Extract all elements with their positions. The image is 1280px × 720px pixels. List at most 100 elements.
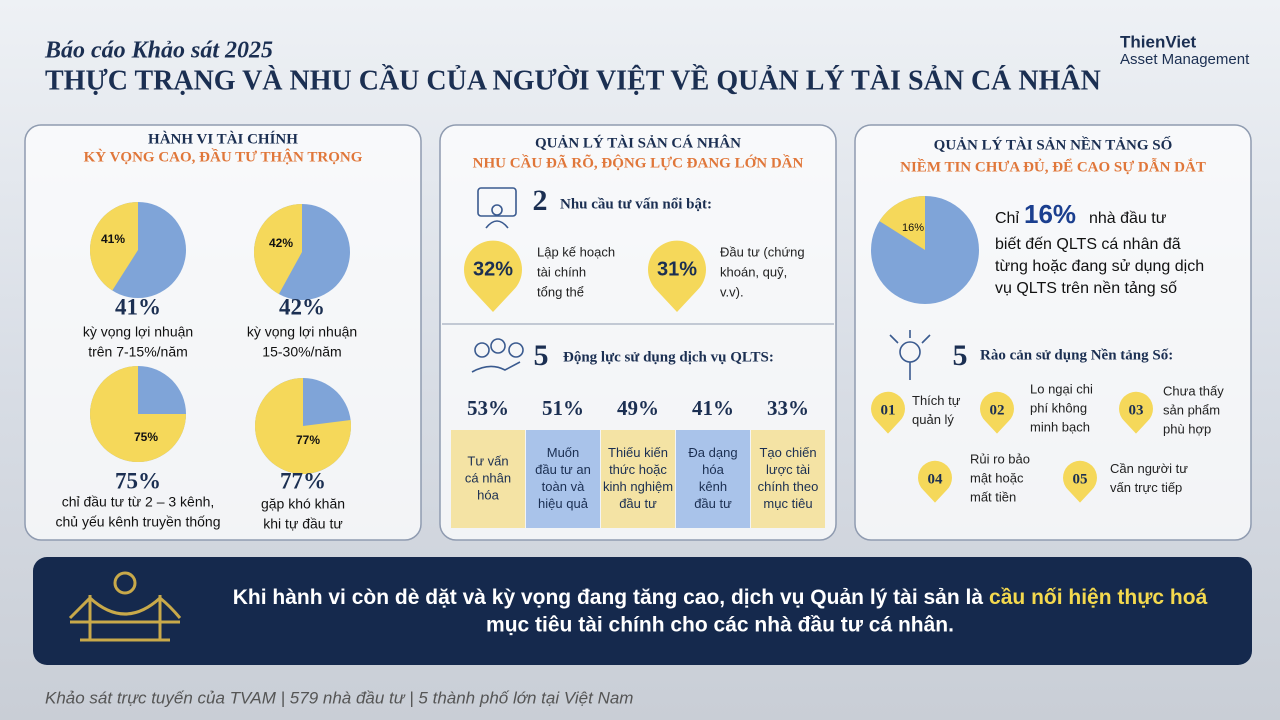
driver-value: 51%: [542, 396, 584, 420]
banner: [33, 557, 1252, 665]
driver-value: 49%: [617, 396, 659, 420]
panel-title: QUẢN LÝ TÀI SẢN NỀN TẢNG SỐ: [934, 135, 1173, 153]
barrier-number: 01: [881, 402, 896, 418]
need-text: v.v).: [720, 284, 744, 299]
report-subtitle: Báo cáo Khảo sát 2025: [44, 38, 273, 64]
need-text: tổng thể: [537, 284, 584, 299]
driver-text: Tư vấn: [467, 453, 508, 468]
panel-subtitle: NHU CẦU ĐÃ RÕ, ĐỘNG LỰC ĐANG LỚN DẦN: [473, 153, 804, 171]
pin: [648, 240, 706, 313]
driver-text: Thiếu kiến: [608, 445, 668, 460]
pie-caption: kỳ vọng lợi nhuận: [247, 324, 357, 340]
logo-tagline: Asset Management: [1120, 51, 1250, 68]
need-text: Lập kế hoạch: [537, 244, 615, 259]
count: 2: [533, 184, 548, 217]
barrier-number: 03: [1129, 402, 1144, 418]
pie-slice: [254, 204, 302, 295]
pie-label: 42%: [269, 236, 293, 250]
driver-text: đầu tư an: [535, 462, 591, 477]
pie-slice: [255, 378, 351, 474]
panel: [854, 124, 1252, 541]
panel-title: HÀNH VI TÀI CHÍNH: [148, 130, 298, 147]
pin: [870, 391, 906, 434]
barrier-text: phí không: [1030, 400, 1087, 415]
pie-value: 16%: [1024, 199, 1076, 229]
driver-box: [601, 430, 675, 528]
driver-text: hóa: [477, 487, 499, 502]
barrier-number: 05: [1073, 471, 1088, 487]
driver-box: [751, 430, 825, 528]
driver-text: mục tiêu: [763, 496, 812, 511]
pin: [1063, 460, 1097, 503]
pin: [1119, 391, 1153, 434]
icons: [471, 187, 931, 380]
pie-slice: [90, 366, 186, 462]
driver-text: cá nhân: [465, 470, 511, 485]
driver-text: kinh nghiệm: [603, 479, 673, 494]
driver-text: toàn và: [542, 479, 585, 494]
section-heading: Nhu cầu tư vấn nổi bật:: [560, 196, 712, 212]
pie-value: 41%: [115, 294, 161, 319]
pie-caption: khi tự đầu tư: [263, 516, 342, 532]
driver-text: hiệu quả: [538, 496, 589, 511]
section-heading: Rào cản sử dụng Nền tảng Số:: [980, 347, 1173, 363]
pie-caption: trên 7-15%/năm: [88, 344, 188, 360]
driver-text: hóa: [702, 462, 724, 477]
section-heading: Động lực sử dụng dịch vụ QLTS:: [563, 349, 774, 365]
barrier-number: 04: [928, 471, 944, 487]
banner-highlight: cầu nối hiện thực hoá: [989, 586, 1208, 609]
pie-text: vụ QLTS trên nền tảng số: [995, 280, 1177, 297]
pie-label: 16%: [902, 222, 924, 234]
driver-text: thức hoặc: [609, 462, 667, 477]
barrier-text: sản phẩm: [1163, 402, 1220, 417]
barrier-text: mật hoặc: [970, 470, 1024, 485]
pin: [463, 240, 522, 313]
pie-label: 77%: [296, 433, 320, 447]
driver-text: kênh: [699, 479, 727, 494]
driver-box: [451, 430, 525, 528]
count: 5: [953, 339, 968, 372]
barrier-text: Rủi ro bảo: [970, 451, 1030, 466]
pie-label: 41%: [101, 232, 125, 246]
pie-caption: gặp khó khăn: [261, 496, 345, 512]
footer: Khảo sát trực tuyến của TVAM | 579 nhà đ…: [45, 688, 633, 707]
banner-line: mục tiêu tài chính cho các nhà đầu tư cá…: [486, 614, 954, 637]
pie-caption: 15-30%/năm: [262, 344, 341, 360]
pie-slice: [89, 202, 138, 291]
pin: [917, 460, 952, 503]
barrier-text: Chưa thấy: [1163, 383, 1224, 398]
panel-subtitle: KỲ VỌNG CAO, ĐẦU TƯ THẬN TRỌNG: [84, 148, 363, 165]
pin: [979, 391, 1014, 434]
need-text: khoán, quỹ,: [720, 264, 787, 279]
barrier-text: quản lý: [912, 412, 954, 427]
driver-value: 53%: [467, 396, 509, 420]
barrier-text: phù hợp: [1163, 421, 1211, 436]
barrier-text: vấn trực tiếp: [1110, 480, 1182, 495]
bridge-icon: [68, 571, 182, 642]
pie-text: nhà đầu tư: [1089, 210, 1167, 227]
need-text: tài chính: [537, 264, 586, 279]
pie-text: biết đến QLTS cá nhân đã: [995, 236, 1181, 253]
pie-value: 75%: [115, 468, 161, 493]
report-title: THỰC TRẠNG VÀ NHU CẦU CỦA NGƯỜI VIỆT VỀ …: [45, 64, 1101, 96]
barrier-text: mất tiền: [970, 489, 1016, 504]
need-value: 32%: [473, 258, 513, 280]
driver-text: lược tài: [766, 462, 810, 477]
count: 5: [534, 339, 549, 372]
panel-subtitle: NIỀM TIN CHƯA ĐỦ, ĐỂ CAO SỰ DẪN DẮT: [900, 157, 1206, 175]
driver-value: 33%: [767, 396, 809, 420]
barrier-text: Lo ngại chi: [1030, 381, 1093, 396]
driver-box: [526, 430, 600, 528]
driver-text: Tạo chiến: [759, 445, 816, 460]
driver-text: đầu tư: [619, 496, 657, 511]
driver-text: đầu tư: [694, 496, 732, 511]
need-value: 31%: [657, 258, 697, 280]
barrier-number: 02: [990, 402, 1005, 418]
barrier-text: minh bạch: [1030, 419, 1090, 434]
pie-text: Chỉ: [995, 210, 1019, 227]
pie-caption: chỉ đầu tư từ 2 – 3 kênh,: [62, 494, 215, 510]
driver-text: Đa dạng: [688, 445, 737, 460]
driver-box: [676, 430, 750, 528]
